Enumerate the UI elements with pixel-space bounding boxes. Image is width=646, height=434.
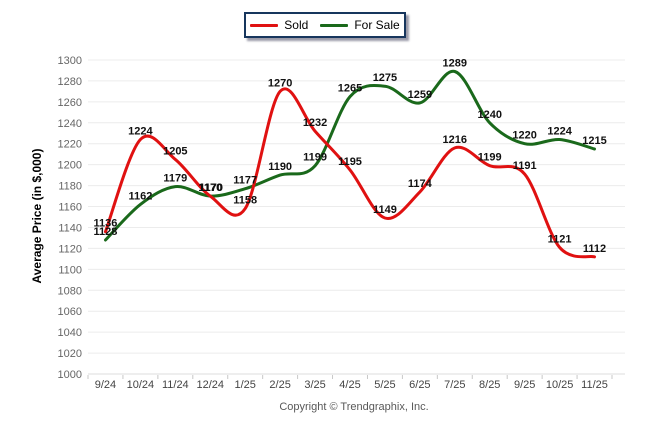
y-axis-title: Average Price (in $,000): [30, 148, 44, 284]
data-label-sold: 1216: [443, 134, 467, 146]
x-tick-label: 1/25: [234, 379, 255, 391]
data-label-for-sale: 1275: [373, 72, 397, 84]
y-tick-label: 1180: [58, 181, 82, 193]
legend-item-sold: Sold: [250, 18, 308, 32]
x-tick-label: 3/25: [304, 379, 325, 391]
y-tick-label: 1060: [58, 306, 82, 318]
copyright-text: Copyright © Trendgraphix, Inc.: [279, 401, 429, 413]
x-tick-label: 2/25: [269, 379, 290, 391]
data-label-sold: 1232: [303, 117, 327, 129]
data-label-sold: 1149: [373, 204, 397, 216]
y-tick-label: 1200: [58, 160, 82, 172]
sold-line-swatch: [250, 23, 279, 27]
x-tick-label: 11/25: [581, 379, 608, 391]
y-tick-label: 1080: [58, 285, 82, 297]
data-label-sold: 1199: [478, 152, 502, 164]
series-line-for-sale: [104, 69, 596, 242]
data-label-for-sale: 1289: [443, 58, 467, 70]
y-tick-label: 1120: [58, 243, 82, 255]
data-label-for-sale: 1224: [547, 126, 572, 138]
chart-legend: Sold For Sale: [244, 12, 406, 38]
legend-label-sold: Sold: [284, 18, 309, 32]
x-tick-label: 9/24: [95, 379, 116, 391]
for-sale-line-swatch: [320, 23, 349, 27]
x-tick-label: 6/25: [409, 379, 430, 391]
y-tick-label: 1020: [58, 348, 82, 360]
y-tick-label: 1100: [58, 264, 82, 276]
data-label-sold: 1158: [233, 195, 257, 207]
data-label-for-sale: 1128: [94, 226, 118, 238]
legend-item-for-sale: For Sale: [320, 18, 400, 32]
data-label-sold: 1191: [513, 160, 537, 172]
data-label-sold: 1136: [94, 218, 118, 230]
x-tick-label: 4/25: [339, 379, 360, 391]
data-label-for-sale: 1259: [408, 89, 432, 101]
data-label-for-sale: 1220: [512, 130, 536, 142]
data-label-for-sale: 1177: [233, 175, 257, 187]
data-label-sold: 1195: [338, 156, 362, 168]
y-tick-label: 1240: [58, 118, 82, 130]
x-tick-label: 7/25: [444, 379, 465, 391]
y-tick-label: 1300: [58, 55, 82, 67]
x-tick-label: 8/25: [479, 379, 500, 391]
data-label-sold: 1174: [408, 178, 433, 190]
data-label-sold: 1270: [268, 77, 292, 89]
data-label-for-sale: 1190: [268, 161, 292, 173]
data-label-for-sale: 1170: [198, 182, 222, 194]
data-label-sold: 1224: [128, 126, 153, 138]
y-tick-label: 1280: [58, 76, 82, 88]
data-label-sold: 1205: [163, 145, 187, 157]
x-tick-label: 5/25: [374, 379, 395, 391]
legend-label-for-sale: For Sale: [354, 18, 400, 32]
data-label-for-sale: 1265: [338, 83, 362, 95]
y-tick-label: 1260: [58, 97, 82, 109]
data-label-sold: 1121: [548, 233, 572, 245]
y-tick-label: 1140: [58, 222, 82, 234]
x-tick-label: 9/25: [514, 379, 535, 391]
y-tick-label: 1160: [58, 202, 82, 214]
data-label-for-sale: 1162: [128, 190, 152, 202]
y-tick-label: 1000: [58, 369, 82, 381]
data-label-for-sale: 1240: [477, 109, 501, 121]
data-label-for-sale: 1199: [303, 152, 327, 164]
data-label-sold: 1170: [199, 182, 223, 194]
data-label-for-sale: 1215: [582, 135, 606, 147]
x-tick-label: 10/25: [546, 379, 574, 391]
x-tick-label: 11/24: [162, 379, 189, 391]
y-tick-label: 1040: [58, 327, 82, 339]
y-tick-label: 1220: [58, 139, 82, 151]
data-label-sold: 1112: [583, 243, 606, 255]
x-tick-label: 12/24: [197, 379, 225, 391]
x-tick-label: 10/24: [127, 379, 155, 391]
series-line-sold: [104, 87, 596, 259]
data-label-for-sale: 1179: [163, 173, 187, 185]
